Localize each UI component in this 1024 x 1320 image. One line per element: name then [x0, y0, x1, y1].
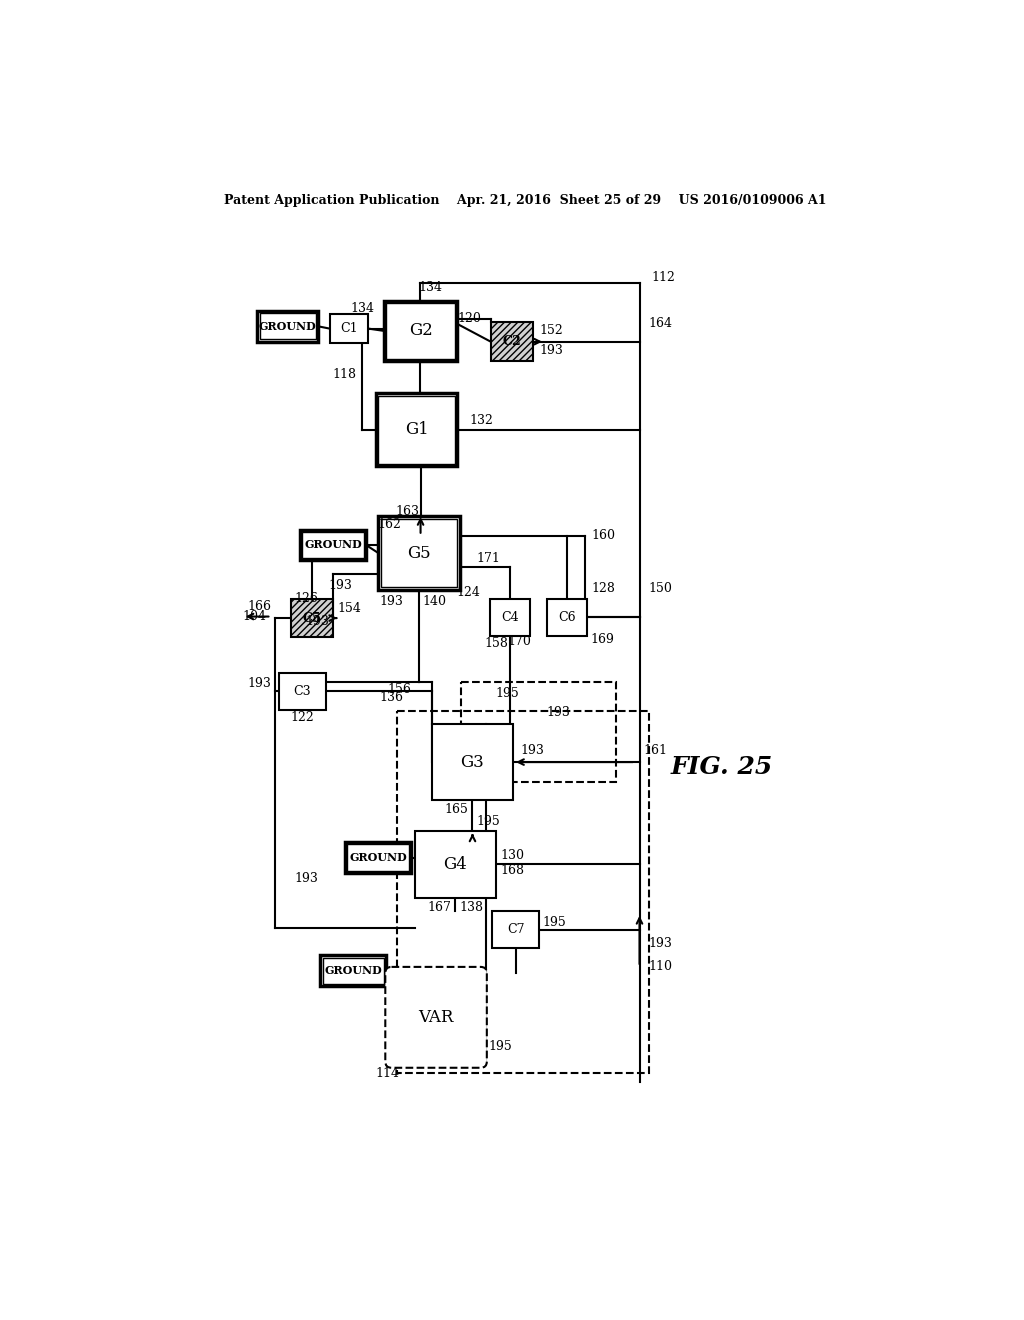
Text: C4: C4 [502, 611, 519, 624]
Bar [386, 304, 455, 359]
Bar [323, 958, 384, 983]
Text: FIG. 25: FIG. 25 [671, 755, 773, 779]
Bar [432, 725, 513, 800]
Bar [490, 322, 534, 360]
Text: 163: 163 [395, 504, 419, 517]
Text: 110: 110 [649, 961, 673, 973]
Text: GROUND: GROUND [259, 321, 316, 331]
Text: 164: 164 [649, 317, 673, 330]
Text: G3: G3 [461, 754, 484, 771]
Text: 160: 160 [592, 529, 615, 543]
Text: GROUND: GROUND [349, 853, 407, 863]
Text: 195: 195 [496, 686, 519, 700]
Text: 193: 193 [248, 677, 271, 690]
Text: 152: 152 [540, 323, 563, 337]
Bar [321, 956, 386, 986]
Text: 138: 138 [460, 902, 483, 915]
Text: 150: 150 [649, 582, 673, 594]
Bar [300, 529, 366, 560]
Text: 168: 168 [500, 865, 524, 878]
Text: 136: 136 [380, 690, 403, 704]
Text: 193: 193 [329, 579, 352, 593]
Bar [257, 312, 317, 342]
Bar [415, 830, 496, 899]
Text: 156: 156 [387, 684, 412, 696]
Text: C1: C1 [340, 322, 357, 335]
Text: 114: 114 [376, 1067, 399, 1080]
Text: 193: 193 [649, 937, 673, 950]
Text: 193: 193 [295, 871, 318, 884]
Text: 193: 193 [521, 744, 545, 758]
Text: 161: 161 [643, 744, 668, 758]
Text: 132: 132 [469, 414, 493, 428]
Bar [347, 845, 409, 871]
Text: 162: 162 [377, 517, 401, 531]
Text: GROUND: GROUND [304, 540, 361, 550]
Text: G1: G1 [404, 421, 429, 438]
Bar [493, 911, 539, 948]
Text: 130: 130 [500, 849, 524, 862]
Text: 195: 195 [488, 1040, 512, 1053]
Text: G5: G5 [408, 545, 431, 561]
Text: G4: G4 [443, 855, 467, 873]
Text: C7: C7 [507, 924, 524, 936]
Bar [461, 682, 616, 781]
FancyBboxPatch shape [385, 966, 486, 1068]
Bar [280, 673, 326, 710]
Text: 120: 120 [458, 312, 481, 325]
Text: 134: 134 [419, 281, 442, 294]
Text: 134: 134 [350, 302, 375, 315]
Text: 193: 193 [305, 615, 330, 628]
Bar [397, 711, 649, 1073]
Text: 124: 124 [457, 586, 480, 599]
Text: 195: 195 [476, 814, 500, 828]
Text: 195: 195 [543, 916, 566, 929]
Text: 170: 170 [508, 635, 531, 648]
Bar [378, 396, 455, 465]
Text: 165: 165 [444, 803, 469, 816]
Text: 193: 193 [540, 345, 563, 358]
Bar [302, 532, 364, 558]
Text: 169: 169 [591, 634, 614, 647]
Text: C3: C3 [294, 685, 311, 698]
Bar [378, 516, 460, 590]
Text: 112: 112 [651, 271, 675, 284]
Text: G2: G2 [409, 322, 432, 339]
Text: GROUND: GROUND [325, 965, 382, 977]
Bar [547, 599, 587, 636]
Bar [381, 519, 458, 587]
Text: 128: 128 [592, 582, 615, 594]
Text: 167: 167 [428, 902, 452, 915]
Text: 193: 193 [380, 594, 403, 607]
Text: C5: C5 [303, 611, 322, 624]
Text: C2: C2 [503, 335, 521, 348]
Text: VAR: VAR [419, 1008, 454, 1026]
Text: 158: 158 [484, 638, 508, 649]
Bar [345, 842, 411, 873]
Text: Patent Application Publication    Apr. 21, 2016  Sheet 25 of 29    US 2016/01090: Patent Application Publication Apr. 21, … [223, 194, 826, 207]
Text: 166: 166 [248, 601, 271, 612]
Text: 140: 140 [423, 594, 446, 607]
Bar [376, 393, 458, 466]
Text: 154: 154 [337, 602, 361, 615]
Bar [330, 314, 369, 343]
Bar [291, 599, 334, 638]
Text: 126: 126 [295, 593, 318, 606]
Bar [384, 301, 458, 360]
Text: 122: 122 [291, 711, 314, 723]
Text: C6: C6 [558, 611, 575, 624]
Text: 171: 171 [477, 552, 501, 565]
Text: 193: 193 [547, 706, 570, 719]
Text: 118: 118 [333, 367, 356, 380]
Text: 104: 104 [243, 610, 266, 623]
Bar [260, 313, 315, 339]
Bar [489, 599, 530, 636]
